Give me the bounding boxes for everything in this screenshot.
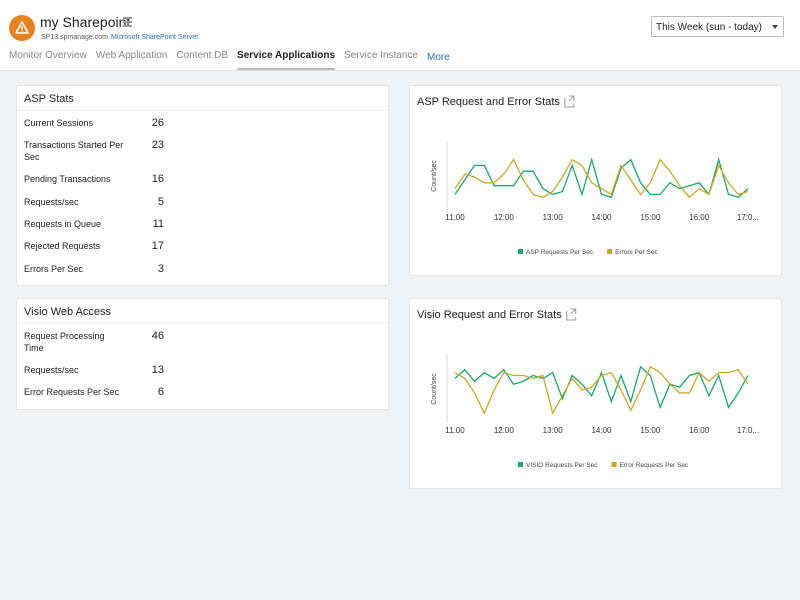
top-bar: my Sharepoint SP13.spmanage.com Microsof… — [0, 0, 800, 71]
separator — [17, 110, 388, 111]
chart-title: Visio Request and Error Stats — [417, 309, 562, 321]
legend-label[interactable]: Errors Per Sec — [615, 249, 658, 256]
line-series — [454, 365, 749, 410]
y-axis-label: Count/sec — [431, 373, 438, 405]
stat-row: Requests/sec 5 — [24, 196, 164, 208]
stat-label: Requests in Queue — [24, 218, 102, 229]
x-tick-label: 12:00 — [494, 213, 515, 222]
y-axis-label: Count/sec — [431, 160, 438, 192]
line-series — [454, 157, 749, 199]
legend-swatch — [611, 462, 617, 467]
stat-label: Pending Transactions — [24, 174, 111, 185]
legend-swatch — [607, 249, 613, 254]
x-tick-label: 15:00 — [640, 426, 661, 435]
stat-label: Rejected Requests — [24, 241, 101, 252]
asp-stats-card: ASP Stats Current Sessions 26 Transactions… — [16, 85, 389, 286]
chart-card: Visio Request and Error Stats Count/sec 11… — [409, 298, 782, 489]
nav-tab[interactable]: Content DB — [176, 50, 229, 61]
chart: Visio Request and Error Stats Count/sec 11… — [417, 308, 759, 469]
period-dropdown[interactable]: This Week (sun - today) — [651, 16, 784, 37]
x-tick-label: 14:00 — [591, 213, 612, 222]
line-series — [454, 365, 749, 415]
chart-card: ASP Request and Error Stats Count/sec 11:0… — [409, 85, 782, 276]
x-tick-label: 16:00 — [689, 213, 710, 222]
stat-value: 3 — [157, 262, 164, 275]
stat-value: 5 — [157, 195, 164, 208]
stat-value: 17 — [151, 240, 164, 253]
external-link-icon[interactable] — [566, 308, 577, 321]
stat-row: Errors Per Sec 3 — [24, 263, 164, 275]
stat-value: 26 — [151, 117, 164, 129]
x-tick-label: 16:00 — [689, 426, 710, 435]
stat-value: 16 — [151, 173, 164, 186]
tab-bar: Monitor Overview Web Application Content D… — [9, 50, 459, 70]
stat-row: Rejected Requests 17 — [24, 240, 164, 252]
card-title: Visio Web Access — [24, 306, 112, 318]
stat-label: Errors Per Sec — [24, 263, 84, 274]
external-link-icon[interactable] — [564, 95, 575, 108]
stat-value: 6 — [157, 386, 164, 399]
card-title: ASP Stats — [24, 93, 74, 105]
x-tick-label: 17:0... — [737, 213, 759, 222]
stat-value: 46 — [151, 330, 164, 342]
stat-row: Request Processing Time 46 — [24, 330, 164, 354]
x-tick-label: 15:00 — [640, 213, 661, 222]
nav-tab[interactable]: Service Instance — [344, 50, 418, 61]
nav-tab[interactable]: Web Application — [95, 50, 168, 61]
separator — [17, 323, 388, 324]
x-tick-label: 11:00 — [445, 213, 465, 222]
legend-label[interactable]: VISIO Requests Per Sec — [526, 462, 598, 469]
stat-label: Error Requests Per Sec — [24, 387, 120, 398]
x-tick-label: 13:00 — [543, 213, 564, 222]
stat-row: Current Sessions 26 — [24, 117, 164, 129]
x-tick-label: 13:00 — [543, 426, 564, 435]
period-text: This Week (sun - today) — [656, 22, 762, 33]
stat-label: Transactions Started Per Sec — [24, 140, 124, 163]
stat-label: Current Sessions — [24, 118, 94, 128]
dropdown-caret — [772, 25, 778, 29]
nav-tab[interactable]: Service Applications — [237, 50, 336, 70]
nav-tab[interactable]: More — [426, 52, 450, 63]
legend-label[interactable]: Error Requests Per Sec — [620, 462, 689, 469]
app-icon — [9, 15, 35, 41]
legend-label[interactable]: ASP Requests Per Sec — [526, 249, 594, 256]
x-tick-label: 11:00 — [445, 426, 465, 435]
server-type[interactable]: Microsoft SharePoint Server — [111, 34, 199, 41]
stat-value: 13 — [151, 364, 164, 376]
menu-icon[interactable] — [123, 17, 132, 29]
legend-swatch — [518, 462, 523, 467]
x-tick-label: 12:00 — [494, 426, 515, 435]
x-tick-label: 17:0... — [737, 426, 759, 435]
host-name: SP13.spmanage.com — [41, 34, 108, 41]
x-tick-label: 14:00 — [591, 426, 612, 435]
visio-stats-card: Visio Web Access Request Processing Time… — [16, 298, 389, 410]
stat-row: Error Requests Per Sec 6 — [24, 386, 164, 398]
stat-value: 23 — [151, 139, 164, 152]
stat-row: Requests/sec 13 — [24, 364, 164, 376]
stat-value: 11 — [152, 217, 164, 230]
chart: ASP Request and Error Stats Count/sec 11:0… — [417, 95, 759, 256]
chart-title: ASP Request and Error Stats — [417, 96, 560, 108]
app-title: my Sharepoint — [40, 14, 131, 30]
line-series — [454, 158, 749, 199]
stat-row: Pending Transactions 16 — [24, 173, 164, 185]
warning-icon — [15, 21, 29, 34]
stat-label: Requests/sec — [24, 196, 79, 207]
stat-row: Transactions Started Per Sec 23 — [24, 139, 164, 163]
stat-row: Requests in Queue 11 — [24, 218, 164, 230]
nav-tab[interactable]: Monitor Overview — [9, 50, 87, 61]
stat-label: Request Processing Time — [24, 331, 105, 353]
legend-swatch — [518, 249, 523, 254]
stat-label: Requests/sec — [24, 365, 79, 375]
